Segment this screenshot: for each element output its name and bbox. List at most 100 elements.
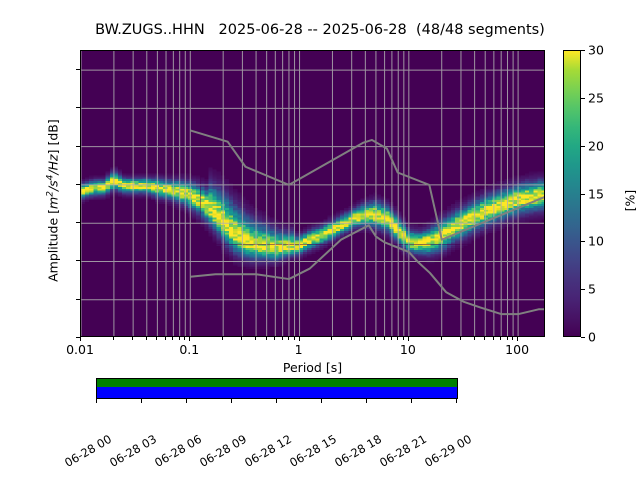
x-tick-mark-minor — [165, 337, 167, 340]
colorbar-tick-label: 10 — [588, 233, 604, 249]
x-tick-mark-minor — [484, 337, 486, 340]
time-tick-mark — [366, 399, 367, 403]
x-tick-label: 1 — [294, 342, 303, 357]
ppsd-heatmap — [81, 51, 544, 336]
x-tick-mark-minor — [331, 337, 333, 340]
x-tick-mark-minor — [184, 337, 186, 340]
y-tick-mark — [76, 260, 80, 262]
x-tick-label: 0.1 — [179, 342, 200, 357]
ppsd-plot-area[interactable] — [80, 50, 545, 337]
colorbar-tick-mark — [581, 50, 585, 51]
y-tick-mark — [76, 298, 80, 300]
x-tick-mark-minor — [132, 337, 134, 340]
x-tick-mark-minor — [222, 337, 224, 340]
colorbar-tick-label: 30 — [588, 42, 604, 58]
x-tick-mark-minor — [241, 337, 243, 340]
x-tick-mark-minor — [512, 337, 514, 340]
x-tick-mark-minor — [506, 337, 508, 340]
time-tick-mark — [276, 399, 277, 403]
noise-model-nlnm — [190, 224, 544, 316]
coverage-bars — [97, 379, 457, 398]
x-tick-mark-major — [298, 337, 300, 341]
x-tick-mark-minor — [274, 337, 276, 340]
time-tick-label: 06-28 00 — [62, 431, 114, 470]
time-tick-mark — [411, 399, 412, 403]
x-tick-mark-minor — [440, 337, 442, 340]
x-tick-mark-minor — [293, 337, 295, 340]
x-tick-mark-minor — [112, 337, 114, 340]
x-tick-mark-minor — [397, 337, 399, 340]
colorbar-tick-mark — [581, 193, 585, 195]
x-tick-mark-minor — [255, 337, 257, 340]
x-tick-mark-minor — [383, 337, 385, 340]
colorbar-tick-label: 15 — [588, 186, 604, 201]
time-tick-mark — [96, 399, 97, 403]
noise-model-curves — [189, 129, 544, 316]
x-tick-mark-minor — [178, 337, 180, 340]
x-tick-mark-minor — [265, 337, 267, 340]
x-tick-label: 100 — [505, 342, 530, 357]
colorbar-tick-mark — [581, 97, 585, 99]
x-tick-mark-minor — [473, 337, 475, 340]
y-axis-label-suffix: ] [dB] — [45, 119, 61, 155]
x-tick-mark-minor — [364, 337, 366, 340]
x-tick-mark-minor — [350, 337, 352, 340]
y-axis-label: Amplitude [m2/s4/Hz] [dB] — [45, 56, 60, 346]
data-coverage-green — [97, 379, 457, 387]
y-axis-label-units: m2/s4/Hz — [45, 154, 61, 209]
x-tick-mark-minor — [281, 337, 283, 340]
x-tick-mark-minor — [459, 337, 461, 340]
x-axis-label: Period [s] — [282, 360, 343, 375]
x-tick-mark-major — [189, 337, 191, 341]
x-tick-mark-major — [517, 337, 519, 341]
time-tick-mark — [186, 399, 187, 403]
x-tick-mark-minor — [156, 337, 158, 340]
y-axis-label-prefix: Amplitude [ — [45, 208, 61, 282]
x-tick-mark-minor — [390, 337, 392, 340]
y-tick-mark — [76, 222, 80, 224]
x-tick-mark-minor — [172, 337, 174, 340]
time-tick-label: 06-28 12 — [242, 431, 294, 470]
page-title: BW.ZUGS..HHN 2025-06-28 -- 2025-06-28 (4… — [95, 22, 545, 38]
grid-lines — [81, 51, 544, 336]
colorbar-tick-mark — [581, 289, 585, 291]
time-tick-mark — [456, 399, 457, 403]
colorbar-tick-mark — [581, 241, 585, 243]
time-tick-label: 06-28 03 — [107, 431, 159, 470]
x-tick-mark-minor — [374, 337, 376, 340]
x-tick-mark-minor — [500, 337, 502, 340]
x-tick-mark-minor — [402, 337, 404, 340]
y-tick-mark — [76, 337, 80, 338]
colorbar-tick-mark — [581, 145, 585, 147]
colorbar-tick-label: 25 — [588, 90, 604, 106]
y-tick-mark — [76, 183, 80, 185]
data-coverage-blue — [97, 386, 457, 398]
x-tick-label: 0.01 — [66, 342, 94, 357]
colorbar-tick-label: 0 — [588, 329, 596, 345]
y-tick-mark — [76, 145, 80, 147]
data-coverage-bar[interactable] — [96, 378, 458, 399]
time-tick-label: 06-28 09 — [197, 431, 249, 470]
time-tick-label: 06-28 06 — [152, 431, 204, 470]
x-tick-mark-major — [407, 337, 409, 341]
time-tick-mark — [321, 399, 322, 403]
time-tick-label: 06-28 18 — [332, 431, 384, 470]
colorbar-label: [%] — [622, 189, 638, 212]
colorbar[interactable] — [563, 50, 581, 337]
noise-model-nhnm — [189, 129, 544, 241]
x-tick-mark-minor — [492, 337, 494, 340]
time-tick-mark — [141, 399, 142, 403]
colorbar-tick-mark — [581, 337, 585, 338]
x-tick-label: 10 — [399, 342, 416, 357]
time-tick-label: 06-29 00 — [422, 431, 474, 470]
time-tick-mark — [231, 399, 232, 403]
x-tick-mark-minor — [145, 337, 147, 340]
x-tick-mark-minor — [287, 337, 289, 340]
colorbar-tick-label: 5 — [588, 281, 596, 297]
y-tick-mark — [76, 107, 80, 109]
y-tick-mark — [76, 69, 80, 71]
time-tick-label: 06-28 21 — [377, 431, 429, 470]
time-tick-label: 06-28 15 — [287, 431, 339, 470]
colorbar-tick-label: 20 — [588, 138, 604, 154]
